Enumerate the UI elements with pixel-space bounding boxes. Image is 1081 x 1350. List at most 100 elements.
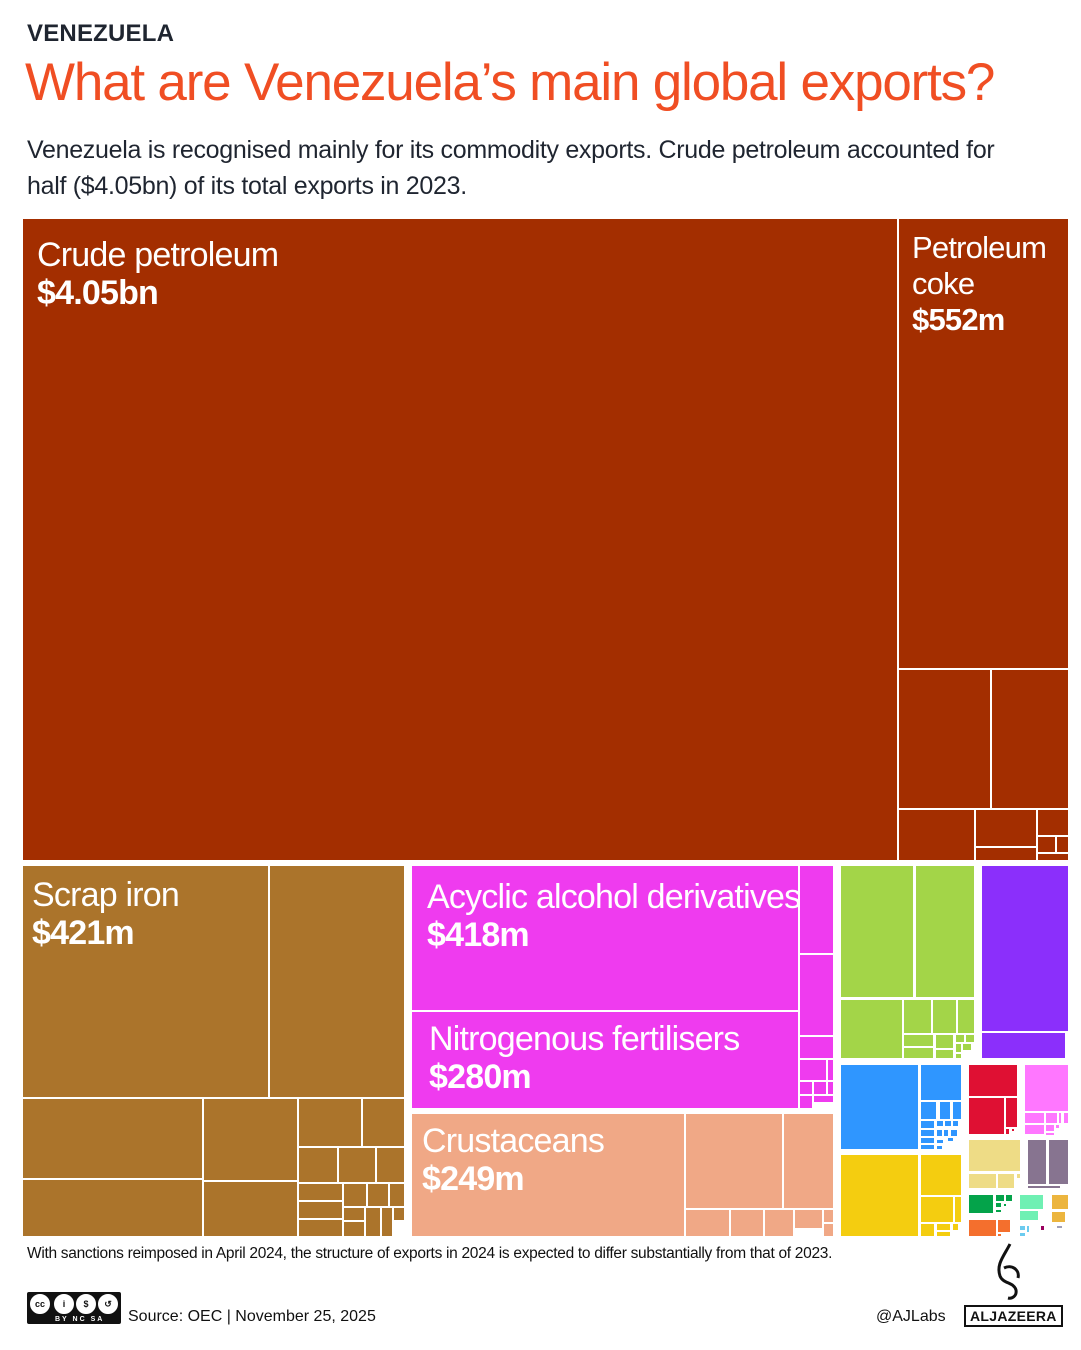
treemap-cell-mauve <box>1049 1140 1068 1184</box>
treemap-cell-metals <box>339 1148 375 1182</box>
treemap-cell-red <box>969 1065 1017 1096</box>
item-value: $418m <box>427 916 530 954</box>
treemap-cell-blue <box>944 1130 948 1136</box>
cc-icon: cc <box>30 1294 50 1314</box>
treemap-cell-mineral <box>1038 810 1068 835</box>
treemap-cell-gold <box>1052 1195 1068 1209</box>
treemap-cell-mineral <box>976 810 1036 846</box>
treemap-cell-animal <box>731 1210 763 1236</box>
license-text: BY NC SA <box>55 1316 105 1323</box>
treemap-cell-vegetable <box>904 1048 933 1058</box>
treemap-label: Nitrogenous fertilisers $280m <box>429 1020 740 1096</box>
aljazeera-calligraphy-icon <box>997 1243 1020 1300</box>
treemap-cell-cyan <box>1020 1226 1025 1230</box>
item-value: $249m <box>422 1160 525 1198</box>
treemap-cell-chemicals <box>828 1082 833 1094</box>
treemap-cell-chemicals <box>814 1096 833 1102</box>
treemap-cell-chemicals <box>800 1037 833 1058</box>
treemap-cell-petroleum-coke: Petroleum coke $552m <box>899 219 1068 668</box>
treemap-cell-metals <box>344 1184 366 1206</box>
treemap-cell-vegetable <box>956 1054 961 1058</box>
treemap-cell-animal <box>795 1210 822 1228</box>
treemap-cell-blue <box>953 1102 961 1119</box>
treemap-cell-cyan <box>1020 1233 1025 1236</box>
nc-icon: $ <box>76 1294 96 1314</box>
treemap-cell-vegetable <box>933 1000 956 1033</box>
treemap-cell-scrap-iron: Scrap iron $421m <box>23 866 268 1097</box>
treemap-cell-red <box>1006 1098 1017 1127</box>
treemap-cell-yellow <box>921 1197 953 1222</box>
treemap-cell-mineral <box>899 670 990 808</box>
treemap-cell-chemicals <box>800 866 833 953</box>
treemap-cell-mineral <box>976 848 1036 860</box>
treemap-cell-metals <box>368 1184 388 1206</box>
treemap-cell-mineral <box>1038 837 1055 852</box>
item-value: $421m <box>32 914 135 952</box>
treemap-cell-crustaceans: Crustaceans $249m <box>412 1114 684 1236</box>
treemap-cell-mineral <box>992 670 1068 808</box>
treemap-cell-vegetable <box>936 1035 953 1048</box>
treemap-cell-animal <box>686 1210 729 1236</box>
treemap-cell-pink <box>1025 1125 1044 1134</box>
treemap-cell-metals <box>23 1180 202 1236</box>
item-name: Nitrogenous fertilisers <box>429 1020 740 1058</box>
treemap-cell-chemicals <box>800 1082 812 1094</box>
treemap-cell-metals <box>299 1148 337 1182</box>
item-name: Crustaceans <box>422 1122 605 1160</box>
treemap-cell-nitrogenous-fertilisers: Nitrogenous fertilisers $280m <box>412 1012 798 1108</box>
treemap-cell-vegetable <box>841 866 913 997</box>
treemap-cell-chemicals <box>800 1096 812 1108</box>
treemap-cell-blue <box>921 1145 934 1149</box>
treemap-cell-pink <box>1046 1125 1054 1131</box>
treemap-cell-blue <box>937 1130 942 1136</box>
treemap-cell-metals <box>394 1208 404 1220</box>
treemap-cell-blue <box>945 1121 951 1126</box>
treemap-cell-metals <box>377 1148 404 1182</box>
treemap-cell-metals <box>299 1220 342 1236</box>
treemap-cell-acyclic-alcohol-derivatives: Acyclic alcohol derivatives $418m <box>412 866 801 1010</box>
treemap-label: Crude petroleum $4.05bn <box>37 236 279 312</box>
treemap-cell-vegetable <box>966 1035 974 1042</box>
source: Source: OEC | November 25, 2025 <box>128 1308 376 1325</box>
treemap-cell-blue <box>937 1121 943 1126</box>
treemap-cell-mineral <box>899 810 974 860</box>
treemap-cell-misc <box>1057 1226 1062 1228</box>
item-name: Scrap iron <box>32 876 180 914</box>
treemap-cell-orange <box>969 1220 996 1236</box>
treemap-cell-chemicals <box>828 1060 833 1080</box>
treemap-cell-khaki <box>969 1174 996 1188</box>
treemap-cell-vegetable <box>963 1044 971 1050</box>
treemap-cell-red <box>1006 1129 1009 1134</box>
treemap-cell-mint <box>1020 1211 1038 1220</box>
item-name: Acyclic alcohol derivatives <box>427 878 801 916</box>
treemap-cell-mineral <box>1038 854 1068 860</box>
treemap-cell-animal <box>686 1114 782 1208</box>
page-title: What are Venezuela’s main global exports… <box>25 53 995 112</box>
treemap-cell-blue <box>921 1065 961 1100</box>
treemap-cell-yellow <box>955 1197 961 1222</box>
treemap-cell-metals <box>299 1202 342 1218</box>
creative-commons-icon: cc i $ ↺ BY NC SA <box>27 1292 121 1324</box>
kicker: VENEZUELA <box>27 20 175 47</box>
treemap-cell-vegetable <box>904 1000 931 1033</box>
treemap-cell-purple <box>982 1033 1065 1058</box>
treemap-cell-blue <box>937 1140 943 1143</box>
item-value: $4.05bn <box>37 274 159 312</box>
treemap-cell-yellow <box>841 1155 918 1236</box>
item-value: $280m <box>429 1058 532 1096</box>
treemap-cell-vegetable <box>904 1035 933 1046</box>
treemap-cell-yellow <box>937 1232 950 1236</box>
treemap-cell-yellow <box>953 1224 958 1230</box>
treemap-cell-chemicals <box>814 1082 826 1094</box>
treemap-cell-vegetable <box>916 866 974 997</box>
treemap-cell-purple <box>982 866 1068 1031</box>
treemap-cell-pink <box>1059 1113 1061 1123</box>
treemap-cell-khaki <box>969 1140 1020 1171</box>
treemap-cell-pink <box>1046 1133 1054 1135</box>
treemap-cell-cyan <box>1027 1226 1029 1232</box>
treemap-cell-blue <box>921 1102 936 1119</box>
treemap-cell-orange <box>998 1234 1001 1236</box>
treemap-cell-blue <box>921 1121 934 1128</box>
treemap-cell-mauve <box>1028 1186 1060 1188</box>
